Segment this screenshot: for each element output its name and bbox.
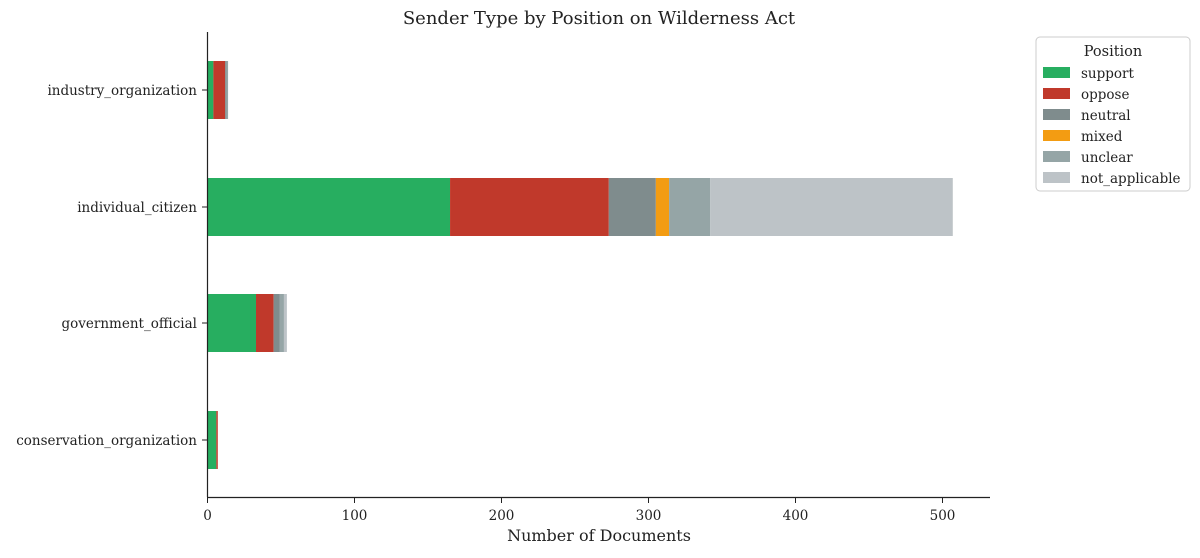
y-tick-label-conservation_organization: conservation_organization	[16, 433, 197, 449]
bar-unclear-government_official	[279, 294, 284, 352]
legend-label-support: support	[1081, 66, 1134, 82]
legend-swatch-unclear	[1043, 151, 1070, 162]
bar-unclear-individual_citizen	[669, 178, 711, 236]
legend-label-not_applicable: not_applicable	[1081, 171, 1181, 187]
bar-support-government_official	[207, 294, 257, 352]
chart-title: Sender Type by Position on Wilderness Ac…	[403, 8, 796, 29]
legend-label-neutral: neutral	[1081, 108, 1131, 124]
legend-label-oppose: oppose	[1081, 87, 1129, 103]
bar-oppose-industry_organization	[213, 61, 226, 119]
legend-swatch-mixed	[1043, 130, 1070, 141]
bar-neutral-individual_citizen	[608, 178, 656, 236]
x-tick-label: 400	[783, 508, 809, 524]
bar-support-industry_organization	[207, 61, 214, 119]
legend-label-mixed: mixed	[1081, 129, 1123, 145]
bar-unclear-industry_organization	[226, 61, 229, 119]
bar-neutral-industry_organization	[225, 61, 227, 119]
x-tick-label: 300	[636, 508, 662, 524]
legend-label-unclear: unclear	[1081, 150, 1133, 166]
bar-support-conservation_organization	[207, 411, 217, 469]
legend: Position support oppose neutral mixed unclea…	[1035, 36, 1191, 192]
x-tick-label: 500	[930, 508, 956, 524]
y-tick-label-government_official: government_official	[62, 316, 197, 332]
x-tick-label: 0	[203, 508, 212, 524]
x-axis-label: Number of Documents	[507, 526, 691, 545]
axes-group	[206, 32, 990, 499]
legend-swatch-neutral	[1043, 109, 1070, 120]
x-tick-label: 200	[489, 508, 515, 524]
bars-group	[207, 61, 953, 469]
x-ticks-group: 0 100 200 300 400 500	[203, 497, 955, 524]
legend-swatch-not_applicable	[1043, 172, 1070, 183]
bar-not_applicable-government_official	[283, 294, 287, 352]
bar-not_applicable-individual_citizen	[710, 178, 953, 236]
legend-swatch-support	[1043, 67, 1070, 78]
x-tick-label: 100	[342, 508, 368, 524]
legend-items: support oppose neutral mixed unclear not_appl…	[1043, 66, 1181, 187]
legend-title: Position	[1084, 44, 1143, 60]
y-ticks-group: industry_organization individual_citizeng…	[16, 83, 207, 449]
y-tick-label-individual_citizen: individual_citizen	[77, 200, 197, 216]
bar-oppose-individual_citizen	[450, 178, 609, 236]
bar-neutral-government_official	[273, 294, 280, 352]
bar-mixed-individual_citizen	[655, 178, 670, 236]
y-tick-label-industry_organization: industry_organization	[47, 83, 197, 99]
legend-frame	[1035, 36, 1191, 192]
bar-oppose-government_official	[256, 294, 274, 352]
bar-support-individual_citizen	[207, 178, 451, 236]
bar-oppose-conservation_organization	[216, 411, 218, 469]
legend-swatch-oppose	[1043, 88, 1070, 99]
